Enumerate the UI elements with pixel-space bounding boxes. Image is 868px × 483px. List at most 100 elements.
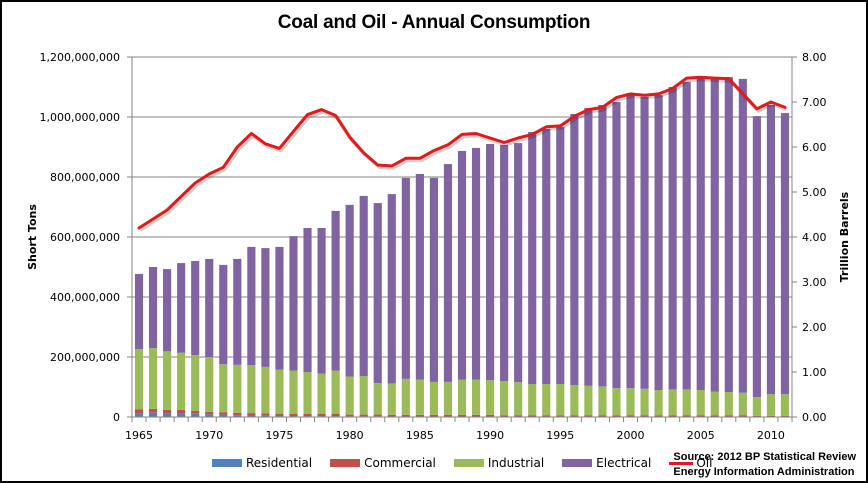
bar-industrial bbox=[766, 394, 776, 416]
bar-commercial bbox=[415, 414, 424, 417]
bar-residential bbox=[261, 415, 270, 417]
y2-tick-label: 6.00 bbox=[802, 141, 827, 154]
bar-commercial bbox=[766, 415, 776, 417]
bar-electrical bbox=[471, 147, 481, 380]
bar-electrical bbox=[247, 246, 256, 366]
bar-residential bbox=[191, 413, 200, 417]
bar-residential bbox=[177, 413, 186, 417]
bar-commercial bbox=[668, 415, 677, 417]
bar-industrial bbox=[780, 394, 790, 416]
bar-commercial bbox=[359, 414, 368, 417]
legend-swatch bbox=[212, 459, 242, 467]
legend: Residential Commercial Industrial Electr… bbox=[212, 456, 730, 470]
bar-residential bbox=[148, 412, 158, 417]
y-tick-label: 0 bbox=[113, 411, 120, 424]
bar-industrial bbox=[303, 372, 312, 414]
bar-residential bbox=[205, 414, 214, 417]
bar-industrial bbox=[696, 390, 705, 416]
bar-commercial bbox=[598, 415, 607, 417]
x-tick-label: 1980 bbox=[336, 429, 364, 442]
bar-commercial bbox=[556, 415, 565, 417]
bar-industrial bbox=[654, 390, 663, 416]
legend-label: Commercial bbox=[364, 456, 436, 470]
bar-commercial bbox=[275, 414, 284, 417]
bar-commercial bbox=[331, 414, 340, 417]
y-tick-label: 1,200,000,000 bbox=[40, 51, 120, 64]
bar-industrial bbox=[738, 392, 747, 416]
bar-electrical bbox=[331, 210, 340, 371]
bar-industrial bbox=[148, 348, 158, 409]
bar-electrical bbox=[668, 87, 677, 390]
legend-label: Industrial bbox=[487, 456, 545, 470]
bar-commercial bbox=[373, 414, 382, 417]
bar-industrial bbox=[331, 370, 340, 414]
bar-industrial bbox=[261, 366, 270, 414]
bar-commercial bbox=[261, 413, 270, 416]
bar-industrial bbox=[401, 378, 410, 415]
bar-commercial bbox=[429, 414, 438, 417]
bar-commercial bbox=[486, 414, 495, 417]
bar-commercial bbox=[401, 414, 410, 417]
bar-electrical bbox=[584, 108, 593, 386]
bar-industrial bbox=[471, 379, 481, 415]
bar-electrical bbox=[500, 144, 509, 381]
bar-electrical bbox=[303, 228, 312, 372]
bar-electrical bbox=[387, 194, 396, 384]
legend-item-oil: Oil bbox=[669, 456, 712, 470]
bar-electrical bbox=[148, 267, 158, 348]
bar-commercial bbox=[345, 414, 354, 417]
bar-industrial bbox=[205, 357, 214, 412]
bar-electrical bbox=[219, 264, 228, 365]
bar-industrial bbox=[373, 383, 382, 415]
bar-electrical bbox=[134, 273, 144, 350]
bar-commercial bbox=[514, 415, 523, 417]
bar-commercial bbox=[247, 413, 256, 416]
legend-label: Electrical bbox=[596, 456, 652, 470]
bar-electrical bbox=[752, 116, 761, 398]
axes: 0 200,000,000 400,000,000 600,000,000 800,00… bbox=[40, 51, 827, 442]
source-line-2: Energy Information Administration bbox=[673, 466, 855, 478]
y-tick-label: 400,000,000 bbox=[50, 291, 120, 304]
bar-commercial bbox=[528, 415, 537, 417]
bar-electrical bbox=[345, 204, 354, 377]
bar-commercial bbox=[640, 415, 649, 417]
bar-commercial bbox=[584, 415, 593, 417]
y2-tick-label: 0.00 bbox=[802, 411, 827, 424]
bar-commercial bbox=[612, 415, 621, 417]
bar-electrical bbox=[724, 77, 733, 393]
bar-electrical bbox=[542, 129, 551, 384]
x-tick-label: 2005 bbox=[687, 429, 715, 442]
bar-electrical bbox=[163, 269, 172, 352]
bar-industrial bbox=[289, 370, 298, 414]
bar-commercial bbox=[682, 415, 691, 417]
bar-industrial bbox=[219, 364, 228, 413]
bar-industrial bbox=[612, 388, 621, 416]
bar-electrical bbox=[205, 258, 214, 357]
legend-label: Residential bbox=[246, 456, 313, 470]
y2-tick-label: 3.00 bbox=[802, 276, 827, 289]
bar-commercial bbox=[724, 415, 733, 417]
bar-electrical bbox=[373, 203, 382, 384]
bar-electrical bbox=[401, 177, 410, 379]
bar-electrical bbox=[317, 228, 326, 374]
bar-commercial bbox=[780, 415, 790, 417]
bar-commercial bbox=[457, 414, 467, 417]
legend-swatch bbox=[330, 459, 361, 467]
bar-electrical bbox=[738, 78, 747, 393]
bar-industrial bbox=[486, 380, 495, 415]
bar-electrical bbox=[429, 177, 438, 382]
bar-electrical bbox=[275, 246, 284, 370]
bar-commercial bbox=[191, 410, 200, 414]
bar-commercial bbox=[289, 414, 298, 417]
bar-electrical bbox=[654, 95, 663, 390]
x-tick-label: 1985 bbox=[406, 429, 434, 442]
bar-residential bbox=[233, 415, 242, 417]
y-tick-label: 200,000,000 bbox=[50, 351, 120, 364]
bar-industrial bbox=[415, 379, 424, 415]
x-tick-label: 1995 bbox=[546, 429, 574, 442]
bar-industrial bbox=[724, 392, 733, 416]
x-tick-label: 1965 bbox=[125, 429, 153, 442]
bar-industrial bbox=[275, 369, 284, 414]
bar-industrial bbox=[626, 388, 635, 416]
